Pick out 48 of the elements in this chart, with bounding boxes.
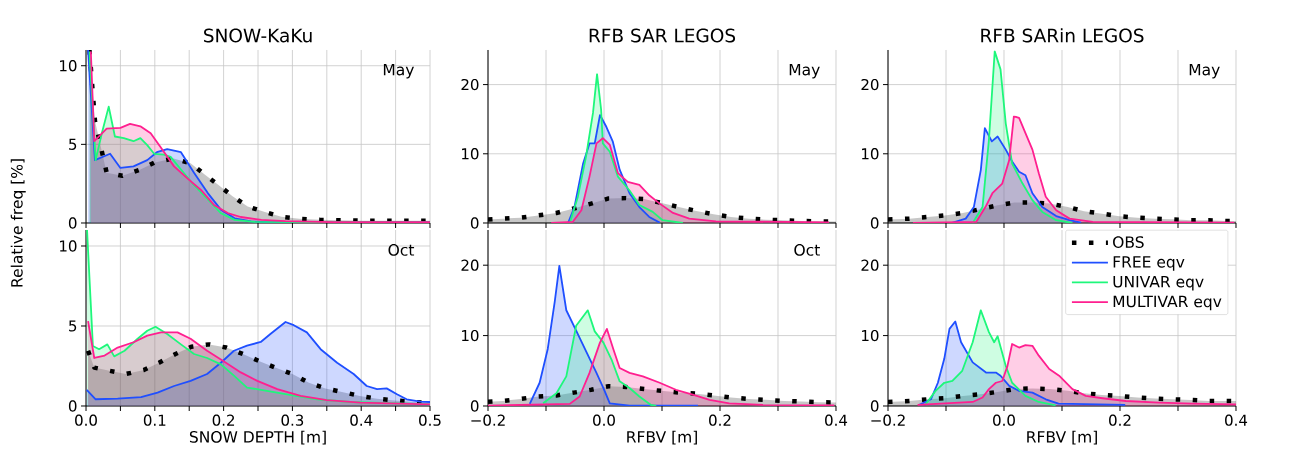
y-tick-label: 0 xyxy=(870,400,879,412)
y-tick-label: 0 xyxy=(68,400,77,412)
x-tick-label: 0.2 xyxy=(1109,414,1131,426)
x-tick-label: 0.3 xyxy=(281,414,304,426)
chart-title: RFB SARin LEGOS xyxy=(981,28,1144,43)
annotation: May xyxy=(789,63,820,79)
y-tick-label: 5 xyxy=(69,138,77,150)
x-tick-label: 0.4 xyxy=(1225,414,1248,426)
y-tick-label: 5 xyxy=(69,320,77,332)
y-tick-label: 0 xyxy=(68,217,77,229)
y-tick-label: 20 xyxy=(861,259,879,271)
x-tick-label: 0.4 xyxy=(825,414,848,426)
y-tick-label: 10 xyxy=(60,240,77,252)
chart-title: RFB SAR LEGOS xyxy=(589,28,736,43)
chart-title: SNOW-KaKu xyxy=(204,28,312,43)
annotation: Oct xyxy=(388,244,415,256)
y-axis-title: Relative freq [%] xyxy=(10,159,26,287)
x-tick-label: 0.2 xyxy=(212,414,235,426)
annotation: May xyxy=(383,63,414,79)
x-tick-label: 0.4 xyxy=(350,414,373,426)
x-axis-title: RFBV [m] xyxy=(1027,430,1097,445)
x-tick-label: −0.2 xyxy=(871,414,905,426)
x-tick-label: 0.0 xyxy=(593,414,615,426)
y-tick-label: 10 xyxy=(60,60,77,72)
y-tick-label: 0 xyxy=(470,217,479,229)
annotation: May xyxy=(1189,63,1220,79)
y-tick-label: 0 xyxy=(470,400,479,412)
x-tick-label: 0.0 xyxy=(993,414,1015,426)
x-axis-title: SNOW DEPTH [m] xyxy=(189,430,326,445)
x-axis-title: RFBV [m] xyxy=(627,430,697,445)
y-tick-label: 10 xyxy=(462,148,479,160)
annotation: Oct xyxy=(794,244,820,256)
x-tick-label: 0.0 xyxy=(75,414,97,426)
y-tick-label: 20 xyxy=(461,259,479,271)
y-tick-label: 20 xyxy=(861,78,879,91)
y-tick-label: 20 xyxy=(461,78,479,91)
y-tick-label: 10 xyxy=(462,329,479,342)
x-tick-label: 0.5 xyxy=(419,414,441,426)
legend-label: OBS xyxy=(1113,236,1144,248)
legend-label: FREE eqv xyxy=(1113,256,1185,271)
x-tick-label: 0.2 xyxy=(709,414,731,426)
x-tick-label: −0.2 xyxy=(471,414,505,426)
x-tick-label: 0.1 xyxy=(143,414,166,426)
y-tick-label: 10 xyxy=(862,329,879,342)
y-tick-label: 0 xyxy=(870,217,879,229)
y-tick-label: 10 xyxy=(862,148,879,160)
legend-label: MULTIVAR eqv xyxy=(1113,295,1222,311)
legend-label: UNIVAR eqv xyxy=(1113,276,1204,291)
